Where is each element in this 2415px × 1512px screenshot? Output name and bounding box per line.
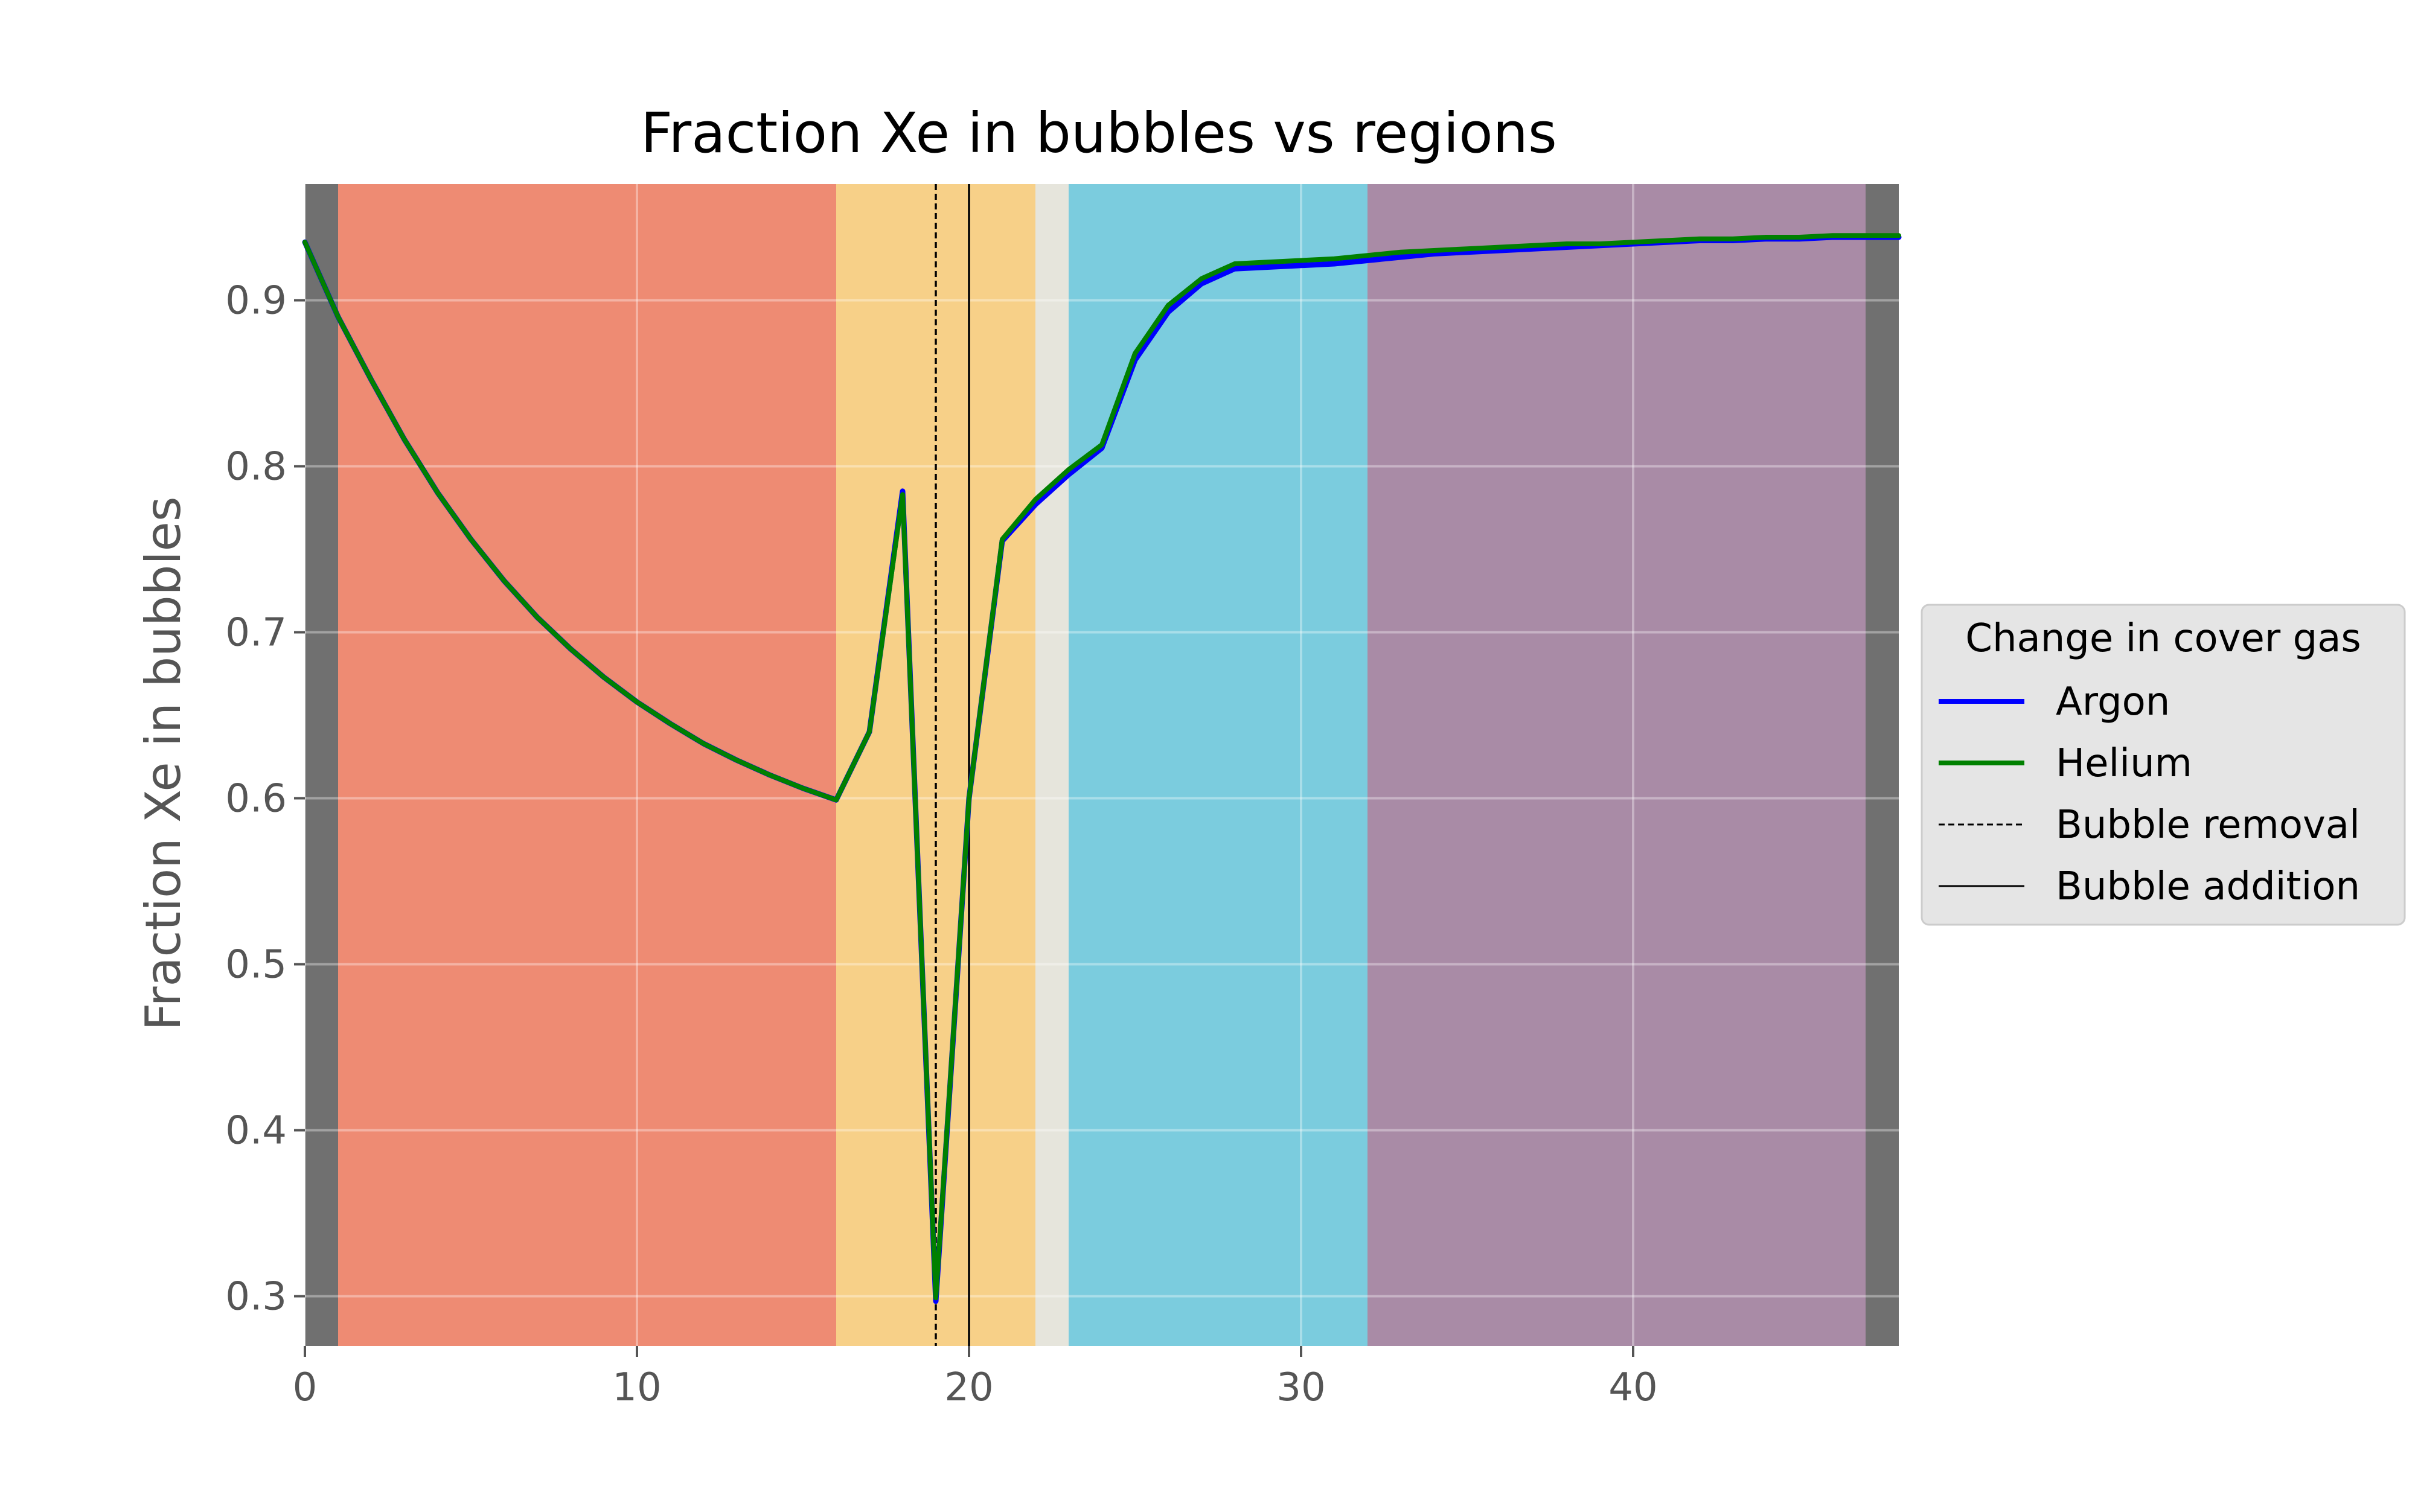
region-band-0: [305, 184, 338, 1346]
legend-box: [1921, 604, 2406, 926]
legend-title: Change in cover gas: [1965, 616, 2361, 661]
axes-layer: 0 10 20 30 40 0.3 0.4 0.5 0.6 0.7 0.8 0.9: [225, 279, 1658, 1411]
y-tick-label: 0.6: [225, 777, 287, 821]
region-band-3: [1035, 184, 1069, 1346]
series-line-helium: [302, 233, 1901, 1301]
x-tick-label: 0: [293, 1365, 318, 1410]
x-tick-label: 20: [944, 1365, 993, 1410]
y-tick-label: 0.8: [225, 445, 287, 490]
y-tick-label: 0.3: [225, 1275, 287, 1319]
x-tick-label: 10: [612, 1365, 661, 1410]
legend: Change in cover gas Argon Helium Bubble rem…: [1921, 604, 2406, 926]
regions-layer: [305, 184, 1899, 1346]
region-band-1: [338, 184, 836, 1346]
x-tick-label: 40: [1608, 1365, 1657, 1410]
region-band-6: [1866, 184, 1899, 1346]
y-tick-label: 0.9: [225, 279, 287, 324]
region-band-5: [1367, 184, 1866, 1346]
y-tick-label: 0.5: [225, 943, 287, 987]
legend-entry-label: Bubble removal: [2056, 803, 2360, 847]
y-axis-label: Fraction Xe in bubbles: [135, 496, 191, 1030]
region-band-4: [1069, 184, 1367, 1346]
legend-entry-label: Bubble addition: [2056, 864, 2360, 909]
y-tick-label: 0.4: [225, 1109, 287, 1153]
series-layer: [302, 233, 1902, 1304]
chart-title: Fraction Xe in bubbles vs regions: [641, 101, 1557, 165]
vlines-layer: [935, 184, 970, 1346]
grid-layer: [304, 184, 1899, 1346]
legend-entry-label: Argon: [2056, 680, 2170, 724]
legend-entry-label: Helium: [2056, 741, 2192, 786]
y-tick-label: 0.7: [225, 611, 287, 656]
x-tick-label: 30: [1276, 1365, 1325, 1410]
